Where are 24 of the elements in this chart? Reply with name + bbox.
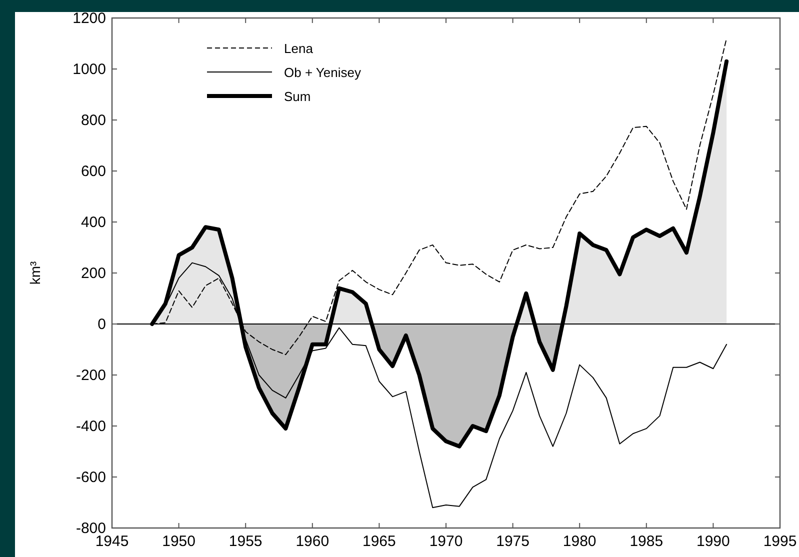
y-tick-label: 0: [98, 316, 106, 333]
y-tick-label: 600: [80, 163, 106, 180]
y-tick-label: 1200: [72, 10, 106, 27]
x-tick-label: 1975: [496, 533, 530, 550]
legend-label: Ob + Yenisey: [284, 65, 362, 80]
x-tick-label: 1970: [429, 533, 463, 550]
y-tick-label: 400: [80, 214, 106, 231]
y-tick-label: -400: [76, 418, 106, 435]
x-tick-label: 1965: [362, 533, 396, 550]
x-tick-label: 1950: [162, 533, 196, 550]
x-tick-label: 1990: [696, 533, 730, 550]
x-tick-label: 1995: [763, 533, 797, 550]
y-tick-label: -200: [76, 367, 106, 384]
y-axis-title: km³: [27, 261, 43, 285]
y-tick-label: -600: [76, 469, 106, 486]
legend-label: Lena: [284, 41, 314, 56]
legend-label: Sum: [284, 89, 311, 104]
y-tick-label: 800: [80, 112, 106, 129]
x-tick-label: 1960: [296, 533, 330, 550]
x-tick-label: 1980: [562, 533, 596, 550]
x-tick-label: 1985: [630, 533, 664, 550]
y-tick-label: 1000: [72, 61, 106, 78]
y-tick-label: 200: [80, 265, 106, 282]
x-tick-label: 1955: [228, 533, 262, 550]
